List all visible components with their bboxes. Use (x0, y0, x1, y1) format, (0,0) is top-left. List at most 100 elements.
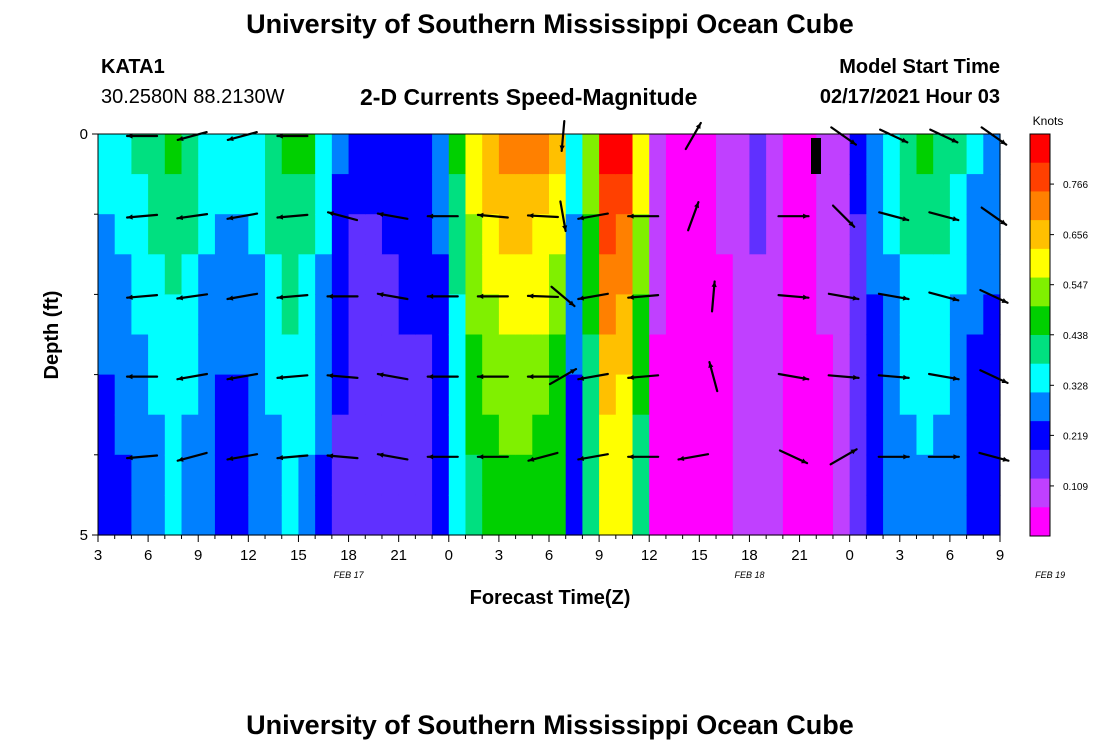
heatmap-cell (933, 214, 951, 255)
current-vector-arrow (326, 293, 359, 300)
heatmap-cell (749, 334, 767, 376)
heatmap-cell (782, 294, 801, 336)
current-vector-arrow (376, 372, 409, 381)
heatmap-cell (916, 134, 934, 175)
x-tick-label: 6 (545, 547, 553, 564)
current-vector-arrow (376, 292, 409, 301)
current-vector-arrow (126, 454, 159, 461)
heatmap-cell (265, 494, 283, 536)
heatmap-cell (214, 414, 233, 456)
current-vector-arrow (687, 201, 700, 232)
heatmap-cell (632, 454, 650, 496)
heatmap-cell (899, 454, 918, 496)
current-vector-arrow (125, 373, 159, 380)
heatmap-cell (949, 214, 968, 255)
heatmap-cell (398, 334, 416, 376)
colorbar-swatch (1030, 306, 1050, 336)
data-gap-marker (811, 138, 821, 174)
heatmap-cell (949, 294, 968, 336)
colorbar-tick-label: 0.656 (1063, 231, 1088, 242)
heatmap-cell (231, 214, 249, 255)
heatmap-cell (665, 454, 684, 496)
heatmap-cell (365, 334, 383, 376)
heatmap-cell (248, 494, 266, 536)
heatmap-cell (832, 294, 851, 336)
heatmap-cell (381, 494, 400, 536)
heatmap-cell (432, 174, 450, 215)
heatmap-cell (315, 494, 333, 536)
heatmap-cell (398, 454, 416, 496)
heatmap-cell (883, 334, 901, 376)
heatmap-cell (983, 374, 1001, 416)
heatmap-cell (148, 454, 166, 496)
heatmap-cell (315, 174, 333, 215)
heatmap-cell (532, 174, 550, 215)
heatmap-cell (331, 294, 350, 336)
heatmap-cell (615, 134, 634, 175)
heatmap-cell (632, 294, 650, 336)
heatmap-cell (832, 134, 851, 175)
heatmap-cell (315, 454, 333, 496)
heatmap-cell (148, 214, 166, 255)
heatmap-cell (398, 374, 416, 416)
heatmap-cell (749, 214, 767, 255)
heatmap-cell (498, 414, 517, 456)
current-vector-arrow (577, 292, 609, 301)
heatmap-cell (782, 174, 801, 215)
heatmap-cell (415, 454, 433, 496)
heatmap-cell (549, 454, 567, 496)
heatmap-cell (682, 174, 700, 215)
heatmap-cell (782, 374, 801, 416)
heatmap-cell (582, 174, 600, 215)
heatmap-cell (665, 374, 684, 416)
heatmap-cell (498, 214, 517, 255)
heatmap-cell (315, 254, 333, 295)
heatmap-cell (265, 414, 283, 456)
heatmap-cell (164, 334, 183, 376)
heatmap-cell (448, 174, 467, 215)
heatmap-cell (265, 374, 283, 416)
heatmap-cell (198, 214, 216, 255)
heatmap-cell (515, 294, 533, 336)
heatmap-cell (732, 374, 751, 416)
heatmap-cell (465, 254, 483, 295)
heatmap-cell (716, 174, 734, 215)
heatmap-cell (983, 494, 1001, 536)
heatmap-cell (432, 454, 450, 496)
heatmap-cell (665, 214, 684, 255)
heatmap-cell (832, 414, 851, 456)
current-vector-arrow (627, 454, 660, 460)
heatmap-cell (265, 174, 283, 215)
heatmap-cell (415, 414, 433, 456)
heatmap-cell (515, 454, 533, 496)
heatmap-cell (732, 454, 751, 496)
heatmap-cell (665, 414, 684, 456)
heatmap-cell (682, 134, 700, 175)
heatmap-cell (164, 174, 183, 215)
heatmap-cell (365, 374, 383, 416)
heatmap-cell (498, 174, 517, 215)
x-tick-label: 6 (946, 547, 954, 564)
heatmap-cell (916, 214, 934, 255)
heatmap-cell (315, 334, 333, 376)
heatmap-cell (682, 254, 700, 295)
heatmap-cell (682, 454, 700, 496)
heatmap-cell (615, 214, 634, 255)
heatmap-cell (532, 374, 550, 416)
heatmap-cell (749, 254, 767, 295)
current-vector-arrow (927, 454, 960, 460)
heatmap-cell (498, 134, 517, 175)
heatmap-cell (448, 454, 467, 496)
heatmap-cell (298, 254, 316, 295)
chart-title: 2-D Currents Speed-Magnitude (360, 84, 698, 110)
heatmap-cell (732, 254, 751, 295)
model-start-time: 02/17/2021 Hour 03 (819, 86, 1000, 108)
heatmap-cell (448, 494, 467, 536)
x-tick-label: 18 (741, 547, 758, 564)
heatmap-cell (599, 254, 617, 295)
heatmap-cell (916, 494, 934, 536)
heatmap-cell (716, 134, 734, 175)
heatmap-cell (682, 214, 700, 255)
heatmap-cell (716, 494, 734, 536)
heatmap-cell (966, 454, 984, 496)
